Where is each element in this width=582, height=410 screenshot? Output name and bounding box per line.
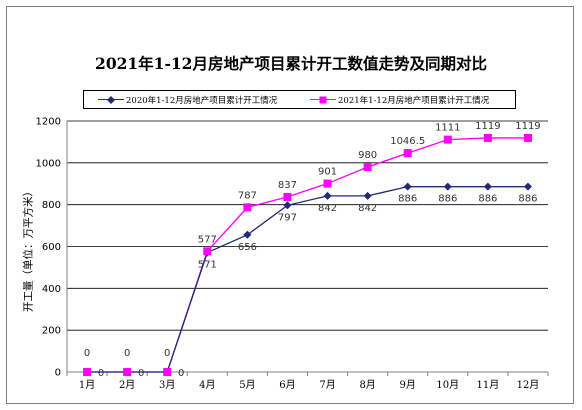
x-tick-label: 11月 bbox=[477, 379, 500, 391]
diamond-marker-icon bbox=[107, 95, 115, 104]
y-tick-label: 200 bbox=[42, 326, 61, 337]
data-point bbox=[403, 182, 412, 191]
data-point bbox=[523, 133, 532, 142]
data-label: 0 bbox=[98, 368, 104, 379]
data-label: 577 bbox=[198, 234, 217, 245]
data-label: 797 bbox=[278, 212, 297, 223]
y-tick-label: 0 bbox=[55, 368, 61, 379]
data-label: 1119 bbox=[515, 121, 540, 132]
legend-label-2020: 2020年1-12月房地产项目累计开工情况 bbox=[126, 95, 278, 106]
data-label: 0 bbox=[138, 368, 144, 379]
data-point bbox=[283, 201, 292, 210]
data-label: 842 bbox=[318, 203, 337, 214]
x-tick-label: 1月 bbox=[79, 379, 95, 391]
data-label: 571 bbox=[198, 260, 217, 271]
y-tick-label: 600 bbox=[42, 242, 61, 253]
x-tick-label: 12月 bbox=[517, 379, 540, 391]
data-label: 787 bbox=[238, 190, 257, 201]
legend-symbol-2020 bbox=[98, 91, 124, 108]
data-point bbox=[403, 149, 412, 158]
y-tick-label: 400 bbox=[42, 284, 61, 295]
x-tick-label: 9月 bbox=[400, 379, 416, 391]
legend-item-2020: 2020年1-12月房地产项目累计开工情况 bbox=[98, 91, 277, 108]
data-label: 842 bbox=[358, 203, 377, 214]
data-label: 886 bbox=[398, 194, 417, 205]
data-point bbox=[203, 247, 212, 256]
data-label: 886 bbox=[478, 194, 497, 205]
data-point bbox=[243, 203, 252, 212]
series-line-0 bbox=[87, 186, 528, 373]
data-point bbox=[283, 192, 292, 201]
data-label: 0 bbox=[124, 348, 130, 359]
data-point bbox=[323, 191, 332, 200]
data-label: 886 bbox=[518, 194, 537, 205]
data-point bbox=[443, 135, 452, 144]
data-label: 980 bbox=[358, 150, 377, 161]
data-label: 1046.5 bbox=[390, 136, 425, 147]
legend-item-2021: 2021年1-12月房地产项目累计开工情况 bbox=[310, 91, 489, 108]
chart-title: 2021年1-12月房地产项目累计开工数值走势及同期对比 bbox=[95, 54, 487, 73]
data-point bbox=[363, 191, 372, 200]
data-label: 886 bbox=[438, 194, 457, 205]
x-tick-label: 3月 bbox=[159, 379, 175, 391]
x-tick-label: 8月 bbox=[359, 379, 375, 391]
legend-label-2021: 2021年1-12月房地产项目累计开工情况 bbox=[338, 95, 490, 106]
data-label: 0 bbox=[164, 348, 170, 359]
y-tick-label: 1200 bbox=[36, 117, 61, 128]
data-point bbox=[243, 230, 252, 239]
data-label: 1119 bbox=[475, 121, 500, 132]
data-label: 0 bbox=[84, 348, 90, 359]
y-tick-label: 800 bbox=[42, 200, 61, 211]
square-marker-icon bbox=[319, 96, 327, 103]
y-tick-label: 1000 bbox=[36, 158, 61, 169]
data-point bbox=[483, 182, 492, 191]
legend: 2020年1-12月房地产项目累计开工情况 2021年1-12月房地产项目累计开… bbox=[83, 90, 516, 109]
x-tick-label: 4月 bbox=[199, 379, 215, 391]
data-point bbox=[443, 182, 452, 191]
x-tick-label: 6月 bbox=[279, 379, 295, 391]
data-point bbox=[323, 179, 332, 188]
series-line-1 bbox=[87, 137, 528, 373]
x-tick-label: 5月 bbox=[239, 379, 255, 391]
data-label: 837 bbox=[278, 180, 297, 191]
data-label: 0 bbox=[178, 368, 184, 379]
data-label: 1111 bbox=[435, 123, 460, 134]
x-tick-label: 7月 bbox=[319, 379, 335, 391]
data-point bbox=[363, 163, 372, 172]
data-label: 656 bbox=[238, 242, 257, 253]
data-point bbox=[163, 368, 172, 376]
legend-symbol-2021 bbox=[310, 91, 336, 108]
data-point bbox=[483, 133, 492, 142]
x-tick-label: 2月 bbox=[119, 379, 135, 391]
data-point bbox=[83, 368, 92, 376]
data-point bbox=[123, 368, 132, 376]
data-label: 901 bbox=[318, 167, 337, 178]
data-point bbox=[523, 182, 532, 191]
x-tick-label: 10月 bbox=[436, 379, 459, 391]
